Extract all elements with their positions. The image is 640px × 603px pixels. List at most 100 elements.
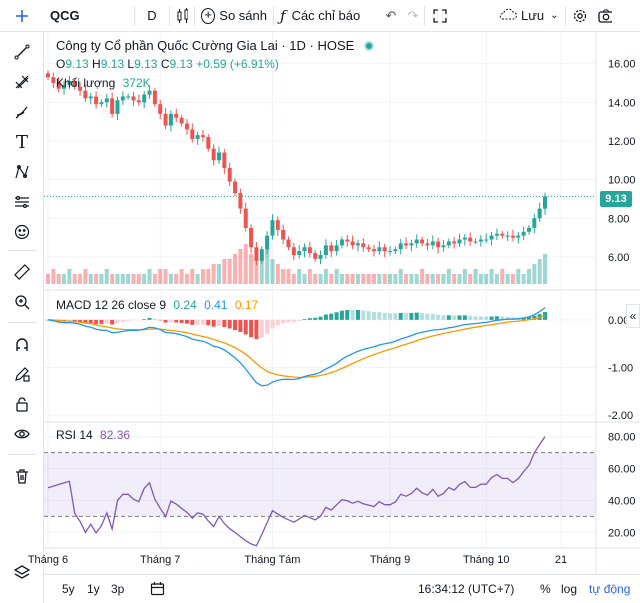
macd-histogram-bar bbox=[457, 315, 462, 320]
volume-bar bbox=[94, 274, 99, 284]
text-tool-icon[interactable]: T bbox=[15, 131, 28, 153]
line-tool-icon[interactable] bbox=[12, 42, 32, 62]
undo-icon[interactable]: ↶ bbox=[385, 7, 397, 23]
pitchfork-icon[interactable] bbox=[12, 72, 32, 92]
macd-histogram-bar bbox=[142, 319, 147, 320]
candle-body bbox=[452, 241, 457, 244]
macd-histogram-bar bbox=[152, 318, 157, 320]
macd-histogram-bar bbox=[233, 319, 238, 331]
volume-bar bbox=[195, 274, 200, 284]
volume-pane bbox=[46, 244, 547, 284]
range-3p-button[interactable]: 3p bbox=[111, 582, 125, 596]
macd-histogram-bar bbox=[468, 315, 473, 320]
lock-icon[interactable] bbox=[12, 394, 32, 414]
candle-body bbox=[142, 94, 147, 103]
symbol-search-button[interactable]: QCG bbox=[50, 8, 80, 23]
collapse-panel-icon[interactable]: « bbox=[626, 304, 640, 328]
volume-bar bbox=[99, 274, 104, 284]
candle-body bbox=[51, 77, 56, 83]
volume-bar bbox=[307, 269, 312, 284]
range-1y-button[interactable]: 1y bbox=[87, 582, 100, 596]
macd-histogram-bar bbox=[131, 319, 136, 321]
macd-histogram-bar bbox=[377, 312, 382, 320]
macd-histogram-bar bbox=[420, 313, 425, 320]
macd-histogram-bar bbox=[179, 319, 184, 323]
candle-body bbox=[297, 251, 302, 255]
percent-button[interactable]: % bbox=[540, 582, 551, 596]
eye-icon[interactable] bbox=[12, 424, 32, 444]
volume-bar bbox=[217, 264, 222, 284]
trash-icon[interactable] bbox=[12, 466, 32, 486]
candle-body bbox=[393, 249, 398, 252]
macd-histogram-bar bbox=[270, 319, 275, 329]
macd-line bbox=[47, 307, 546, 387]
pencil-lock-icon[interactable] bbox=[12, 364, 32, 384]
indicators-button[interactable]: ƒ Các chỉ báo bbox=[274, 0, 380, 32]
macd-histogram-bar bbox=[158, 319, 163, 321]
save-button[interactable]: Lưu ⌄ bbox=[491, 0, 565, 32]
compare-button[interactable]: + So sánh bbox=[195, 0, 273, 32]
log-button[interactable]: log bbox=[561, 582, 578, 596]
magnet-icon[interactable] bbox=[12, 334, 32, 354]
grid bbox=[44, 32, 640, 574]
candle-body bbox=[233, 181, 238, 194]
candle-body bbox=[115, 100, 120, 114]
volume-bar bbox=[227, 259, 232, 284]
candle-body bbox=[388, 251, 393, 253]
macd-tick-label: -1.00 bbox=[608, 363, 633, 375]
candle-body bbox=[217, 152, 222, 161]
volume-bar bbox=[67, 269, 72, 284]
pattern-icon[interactable] bbox=[12, 162, 32, 182]
camera-icon[interactable] bbox=[592, 0, 618, 32]
candle-body bbox=[158, 104, 163, 114]
macd-histogram-bar bbox=[88, 319, 93, 324]
plus-icon[interactable] bbox=[0, 0, 44, 32]
rsi-legend: RSI 14 82.36 bbox=[56, 428, 130, 442]
rsi-pane bbox=[44, 436, 596, 547]
cloud-icon bbox=[497, 8, 517, 23]
zoom-in-icon[interactable] bbox=[12, 292, 32, 312]
auto-button[interactable]: tự động bbox=[589, 582, 631, 596]
volume-bar bbox=[500, 269, 505, 284]
candle-body bbox=[238, 193, 243, 209]
macd-histogram-bar bbox=[494, 316, 499, 320]
macd-histogram-bar bbox=[313, 317, 318, 320]
macd-tick-label: 0.00 bbox=[608, 315, 629, 327]
volume-bar bbox=[270, 259, 275, 284]
time-tick-label: 21 bbox=[555, 554, 567, 566]
macd-histogram-bar bbox=[478, 316, 483, 320]
macd-histogram-bar bbox=[190, 319, 195, 325]
candle-body bbox=[457, 239, 462, 244]
fullscreen-icon[interactable] bbox=[425, 0, 455, 32]
calendar-icon[interactable] bbox=[150, 581, 165, 599]
redo-icon[interactable]: ↷ bbox=[407, 7, 419, 23]
clock-time[interactable]: 16:34:12 (UTC+7) bbox=[418, 582, 515, 596]
interval-button[interactable]: D bbox=[147, 8, 157, 23]
volume-bar bbox=[56, 274, 61, 284]
candle-body bbox=[505, 235, 510, 237]
volume-bar bbox=[334, 269, 339, 284]
candle-body bbox=[190, 129, 195, 139]
brush-icon[interactable] bbox=[12, 102, 32, 122]
candle-body bbox=[281, 229, 286, 240]
candle-body bbox=[468, 237, 473, 242]
macd-histogram-bar bbox=[371, 311, 376, 320]
layers-icon[interactable] bbox=[12, 562, 32, 582]
candle-body bbox=[339, 239, 344, 246]
emoji-icon[interactable] bbox=[12, 222, 32, 242]
rsi-value: 82.36 bbox=[100, 428, 131, 442]
forecast-icon[interactable] bbox=[12, 192, 32, 212]
candle-body bbox=[222, 152, 227, 168]
macd-histogram-bar bbox=[136, 319, 141, 321]
candles-icon[interactable] bbox=[170, 0, 194, 32]
l-value: 9.13 bbox=[134, 57, 158, 71]
range-5y-button[interactable]: 5y bbox=[62, 582, 75, 596]
volume-bar bbox=[532, 264, 537, 284]
ruler-icon[interactable] bbox=[12, 262, 32, 282]
gear-icon[interactable] bbox=[566, 0, 592, 32]
volume-bar bbox=[222, 259, 227, 284]
macd-histogram-bar bbox=[334, 312, 339, 320]
volume-bar bbox=[62, 274, 67, 284]
price-pane bbox=[44, 70, 596, 266]
